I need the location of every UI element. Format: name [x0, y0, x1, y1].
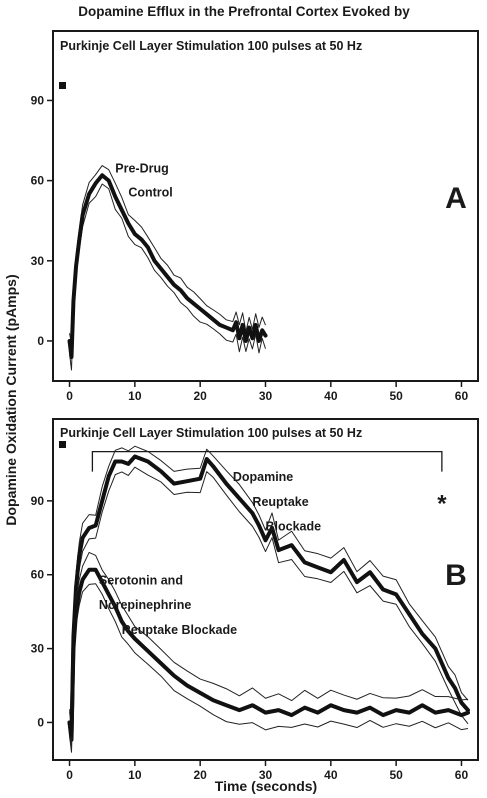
series-dopamine-reuptake-blockade: [67, 454, 470, 742]
x-tick-label-a-50: 50: [389, 389, 403, 403]
panel-a: Purkinje Cell Layer Stimulation 100 puls…: [31, 30, 479, 403]
y-tick-label-a-60: 60: [31, 174, 45, 188]
series-serotonin-and-norepinephrine-reuptake-blockade: [67, 567, 470, 737]
y-tick-label-a-30: 30: [31, 254, 45, 268]
panel-b-subtitle: Purkinje Cell Layer Stimulation 100 puls…: [60, 426, 362, 440]
series-serotonin-and-norepinephrine-reuptake-blockade-upper-sem: [69, 551, 469, 719]
x-tick-label-a-30: 30: [259, 389, 273, 403]
x-tick-label-a-20: 20: [193, 389, 207, 403]
panel-a-subtitle: Purkinje Cell Layer Stimulation 100 puls…: [60, 39, 362, 53]
x-tick-label-b-50: 50: [389, 768, 403, 782]
x-tick-label-b-0: 0: [66, 768, 73, 782]
x-tick-label-a-0: 0: [66, 389, 73, 403]
figure-title: Dopamine Efflux in the Prefrontal Cortex…: [78, 4, 410, 19]
annotation-b-2: Blockade: [266, 519, 322, 533]
annotation-b-0: Dopamine: [233, 470, 293, 484]
significance-bracket: [91, 450, 443, 472]
y-tick-label-b-90: 90: [31, 494, 45, 508]
panel-a-frame: [52, 30, 479, 382]
y-axis-title: Dopamine Oxidation Current (pAmps): [3, 274, 19, 525]
x-tick-label-b-30: 30: [259, 768, 273, 782]
panel-letter-b: B: [445, 559, 467, 592]
x-tick-label-b-10: 10: [128, 768, 142, 782]
series-serotonin-and-norepinephrine-reuptake-blockade-lower-sem: [69, 583, 469, 753]
panel-letter-a: A: [445, 182, 467, 215]
stimulus-marker-a: [59, 82, 66, 89]
annotation-b-5: Reuptake Blockade: [122, 623, 237, 637]
annotation-a-1: Control: [128, 186, 172, 200]
series-dopamine-reuptake-blockade-upper-sem: [69, 445, 469, 729]
annotation-a-0: Pre-Drug: [115, 162, 168, 176]
x-axis-title: Time (seconds): [215, 778, 317, 794]
y-tick-label-a-0: 0: [37, 334, 44, 348]
stimulus-marker-b: [59, 441, 66, 448]
panel-b: Purkinje Cell Layer Stimulation 100 puls…: [31, 418, 479, 782]
y-tick-label-b-30: 30: [31, 642, 45, 656]
y-tick-label-b-0: 0: [37, 715, 44, 729]
y-tick-label-b-60: 60: [31, 568, 45, 582]
series-dopamine-reuptake-blockade-lower-sem: [69, 466, 469, 752]
series-pre-drug-control: [67, 173, 268, 359]
series-pre-drug-control-lower-sem: [69, 183, 266, 371]
x-tick-label-b-60: 60: [455, 768, 469, 782]
series-pre-drug-control-upper-sem: [69, 165, 266, 345]
annotation-b-3: Serotonin and: [99, 574, 183, 588]
x-tick-label-a-40: 40: [324, 389, 338, 403]
annotation-b-1: Reuptake: [252, 495, 308, 509]
annotation-b-4: Norepinephrine: [99, 598, 191, 612]
y-tick-label-a-90: 90: [31, 93, 45, 107]
significance-asterisk: *: [437, 491, 447, 518]
x-tick-label-b-20: 20: [193, 768, 207, 782]
x-tick-label-a-60: 60: [455, 389, 469, 403]
x-tick-label-a-10: 10: [128, 389, 142, 403]
x-tick-label-b-40: 40: [324, 768, 338, 782]
